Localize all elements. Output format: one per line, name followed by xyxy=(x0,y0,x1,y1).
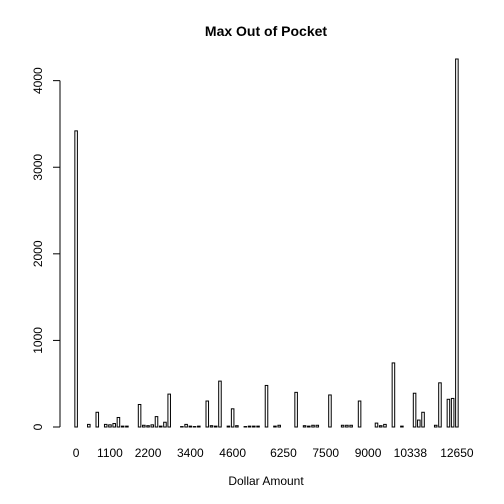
bar-81 xyxy=(417,419,421,428)
bar-29 xyxy=(197,425,201,428)
x-axis-label: Dollar Amount xyxy=(228,474,304,488)
y-tick-label: 2000 xyxy=(31,240,45,267)
bar-3 xyxy=(87,423,91,428)
bar-12 xyxy=(125,425,129,428)
bar-64 xyxy=(345,424,349,428)
y-tick-label: 0 xyxy=(31,423,45,430)
x-tick-label: 9000 xyxy=(355,446,382,460)
bar-33 xyxy=(213,425,218,428)
bar-63 xyxy=(340,424,345,428)
bar-42 xyxy=(252,425,256,428)
bar-77 xyxy=(400,425,404,428)
bar-56 xyxy=(311,424,315,428)
bar-57 xyxy=(315,424,320,428)
bar-75 xyxy=(391,362,396,428)
bar-10 xyxy=(116,416,121,428)
bar-11 xyxy=(120,425,125,428)
bar-67 xyxy=(357,400,362,428)
bar-21 xyxy=(163,421,167,428)
x-tick-label: 6250 xyxy=(270,446,297,460)
bar-5 xyxy=(95,411,100,428)
bar-82 xyxy=(421,411,425,428)
bar-18 xyxy=(150,424,155,428)
bar-47 xyxy=(273,425,277,428)
x-tick-label: 10338 xyxy=(394,446,428,460)
bar-60 xyxy=(328,394,332,428)
x-tick-label: 2200 xyxy=(135,446,162,460)
bar-26 xyxy=(184,423,188,428)
bar-0 xyxy=(74,130,78,428)
bar-19 xyxy=(154,416,159,428)
bar-41 xyxy=(247,425,252,428)
y-tick-label: 3000 xyxy=(31,154,45,181)
bar-45 xyxy=(264,384,269,428)
bar-37 xyxy=(230,408,235,428)
x-tick-label: 7500 xyxy=(312,446,339,460)
bar-38 xyxy=(235,425,239,428)
bar-17 xyxy=(146,425,150,428)
chart-title: Max Out of Pocket xyxy=(205,23,327,39)
bar-55 xyxy=(307,425,311,428)
bar-65 xyxy=(349,424,353,428)
y-axis: 0 1000 2000 3000 4000 xyxy=(31,67,61,430)
bar-80 xyxy=(412,392,417,428)
bar-90 xyxy=(455,58,459,428)
bar-31 xyxy=(205,400,210,428)
bar-32 xyxy=(209,425,214,428)
bar-15 xyxy=(137,403,142,428)
bar-89 xyxy=(450,397,455,428)
bar-36 xyxy=(226,425,231,428)
bar-48 xyxy=(277,424,281,428)
bar-20 xyxy=(158,425,163,428)
bar-72 xyxy=(378,425,383,428)
bar-9 xyxy=(112,423,116,428)
bar-86 xyxy=(438,382,442,428)
bar-54 xyxy=(302,425,307,428)
bar-71 xyxy=(374,422,379,428)
bar-8 xyxy=(108,424,112,428)
x-tick-label: 12650 xyxy=(440,446,474,460)
bar-43 xyxy=(256,425,260,428)
x-tick-label: 3400 xyxy=(177,446,204,460)
y-tick-label: 1000 xyxy=(31,327,45,354)
bar-22 xyxy=(167,393,171,428)
bar-34 xyxy=(218,380,222,428)
x-axis: 0 1100 2200 3400 4600 6250 7500 9000 10338 12650 xyxy=(73,446,474,460)
bar-88 xyxy=(446,398,451,428)
x-tick-label: 1100 xyxy=(97,446,123,460)
bar-series xyxy=(74,58,459,428)
bar-85 xyxy=(433,424,438,428)
y-tick-label: 4000 xyxy=(31,67,45,94)
bar-7 xyxy=(103,423,108,428)
x-tick-label: 0 xyxy=(73,446,80,460)
bar-52 xyxy=(294,391,298,428)
x-tick-label: 4600 xyxy=(219,446,246,460)
bar-27 xyxy=(188,425,193,428)
bar-73 xyxy=(383,423,387,428)
bar-16 xyxy=(142,424,146,428)
